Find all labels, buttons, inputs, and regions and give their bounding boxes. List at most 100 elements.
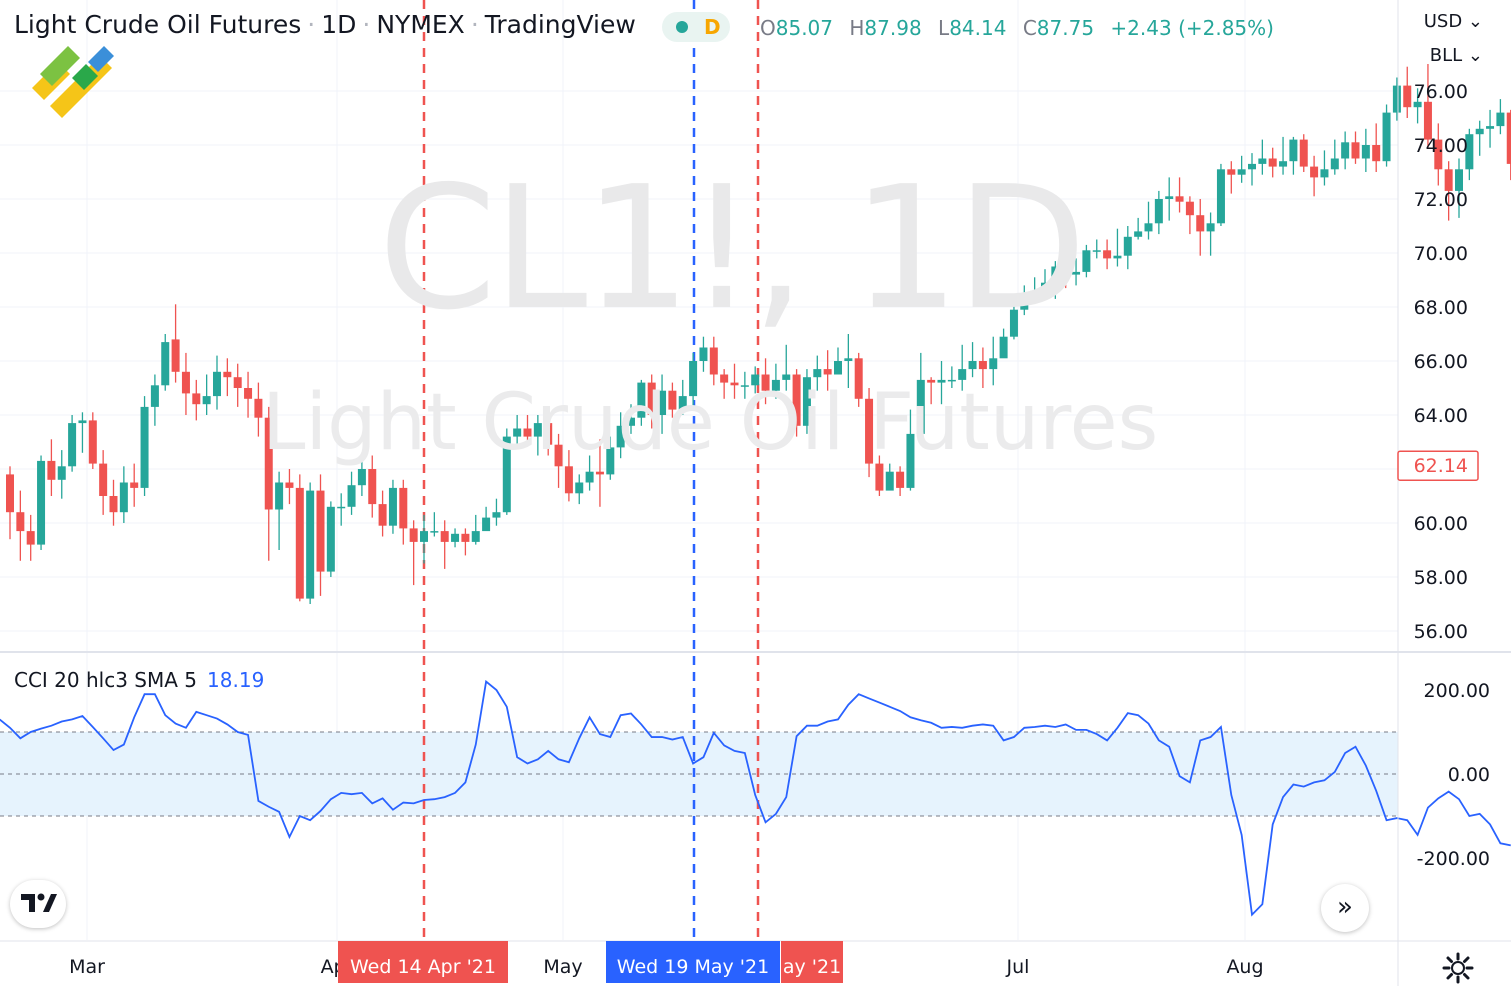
- candle-body: [947, 379, 956, 382]
- candle-body: [306, 490, 315, 599]
- broker-logo-icon: [32, 46, 114, 118]
- candle-body: [647, 382, 656, 415]
- symbol-header[interactable]: Light Crude Oil Futures · 1D · NYMEX · Trading…: [14, 10, 636, 39]
- scroll-to-realtime-button[interactable]: »: [1321, 884, 1369, 932]
- candle-body: [906, 433, 915, 488]
- cci-tick-label: 200.00: [1424, 680, 1490, 702]
- candle-body: [875, 463, 884, 491]
- candle-body: [26, 531, 35, 545]
- candle-body: [595, 471, 604, 475]
- candle-body: [254, 398, 263, 418]
- candle-body: [896, 471, 905, 488]
- candle-body: [1361, 145, 1370, 159]
- candle-body: [1134, 231, 1143, 237]
- interval-label[interactable]: 1D: [321, 10, 357, 39]
- last-price-box: [1397, 450, 1479, 481]
- candle-body: [730, 382, 739, 386]
- candle-body: [1413, 101, 1422, 108]
- candle-body: [316, 490, 325, 572]
- candle-body: [1072, 271, 1081, 275]
- candle-body: [119, 482, 128, 513]
- open-value: 85.07: [775, 16, 834, 40]
- market-status-badge[interactable]: D: [662, 12, 730, 42]
- candle-body: [1237, 169, 1246, 175]
- candle-body: [37, 460, 46, 545]
- time-tick-label: Jul: [1006, 956, 1030, 978]
- cci-tick-label: -200.00: [1417, 848, 1490, 870]
- candle-body: [1103, 250, 1112, 259]
- settings-gear-icon[interactable]: [1442, 952, 1474, 984]
- candle-body: [1330, 158, 1339, 170]
- low-value: 84.14: [949, 16, 1007, 40]
- candle-body: [1382, 112, 1391, 162]
- candle-body: [1423, 101, 1432, 140]
- candlestick-series: [6, 64, 1511, 604]
- candle-body: [57, 466, 66, 480]
- candle-body: [782, 374, 791, 380]
- tradingview-logo-button[interactable]: [10, 880, 66, 928]
- candle-body: [1444, 169, 1453, 191]
- candle-body: [989, 358, 998, 370]
- candle-body: [1248, 163, 1256, 170]
- candle-body: [958, 369, 967, 380]
- candle-body: [244, 388, 253, 399]
- candle-body: [1092, 250, 1101, 252]
- candle-body: [16, 512, 25, 532]
- candle-body: [575, 482, 584, 494]
- candle-body: [1372, 145, 1381, 162]
- marker-date-box: [338, 941, 508, 983]
- candle-body: [1123, 236, 1132, 256]
- candle-body: [1392, 85, 1401, 113]
- candle-body: [699, 347, 708, 361]
- delayed-data-letter: D: [704, 15, 721, 39]
- candle-body: [554, 444, 563, 467]
- cci-legend[interactable]: CCI 20 hlc3 SMA 5 18.19: [14, 668, 264, 692]
- candle-body: [1506, 112, 1511, 164]
- marker-date-label: ay '21: [783, 956, 841, 978]
- high-key: H: [849, 16, 865, 40]
- candle-body: [409, 528, 418, 542]
- currency-label: USD: [1423, 11, 1463, 32]
- market-open-icon: [676, 21, 688, 33]
- candle-body: [1496, 112, 1505, 127]
- candle-body: [1403, 85, 1412, 108]
- source-label: TradingView: [484, 10, 636, 39]
- candle-body: [1216, 169, 1225, 224]
- candle-body: [1051, 266, 1060, 283]
- candle-body: [1030, 290, 1039, 294]
- candle-body: [834, 361, 842, 375]
- candle-body: [471, 531, 480, 542]
- unit-selector[interactable]: BLL ⌄: [1429, 45, 1483, 66]
- candle-body: [751, 374, 760, 386]
- candle-body: [337, 506, 346, 509]
- marker-date-box: [781, 941, 843, 983]
- candle-body: [368, 469, 377, 505]
- candle-body: [885, 471, 894, 491]
- candle-body: [813, 369, 822, 378]
- candle-body: [1268, 158, 1277, 167]
- candle-body: [130, 482, 139, 488]
- price-tick-label: 76.00: [1414, 81, 1468, 103]
- candle-body: [150, 385, 159, 407]
- price-tick-label: 74.00: [1414, 135, 1468, 157]
- candle-body: [1475, 128, 1484, 135]
- candle-body: [461, 533, 470, 542]
- candle-body: [627, 417, 635, 426]
- candle-body: [161, 342, 170, 386]
- candle-body: [1486, 126, 1495, 129]
- candle-body: [927, 379, 936, 383]
- candle-body: [1185, 201, 1194, 216]
- currency-selector[interactable]: USD ⌄: [1423, 11, 1483, 32]
- candle-body: [1144, 223, 1153, 232]
- price-tick-label: 56.00: [1414, 621, 1468, 643]
- cci-band: [0, 731, 1398, 817]
- axis-labels: 76.0074.0072.0070.0068.0066.0064.0062.00…: [69, 81, 1490, 983]
- candle-body: [109, 496, 118, 513]
- cci-title: CCI 20 hlc3 SMA 5: [14, 668, 198, 692]
- price-tick-label: 60.00: [1414, 513, 1468, 535]
- candle-body: [585, 471, 594, 483]
- candle-body: [1341, 142, 1350, 159]
- candle-body: [544, 423, 553, 445]
